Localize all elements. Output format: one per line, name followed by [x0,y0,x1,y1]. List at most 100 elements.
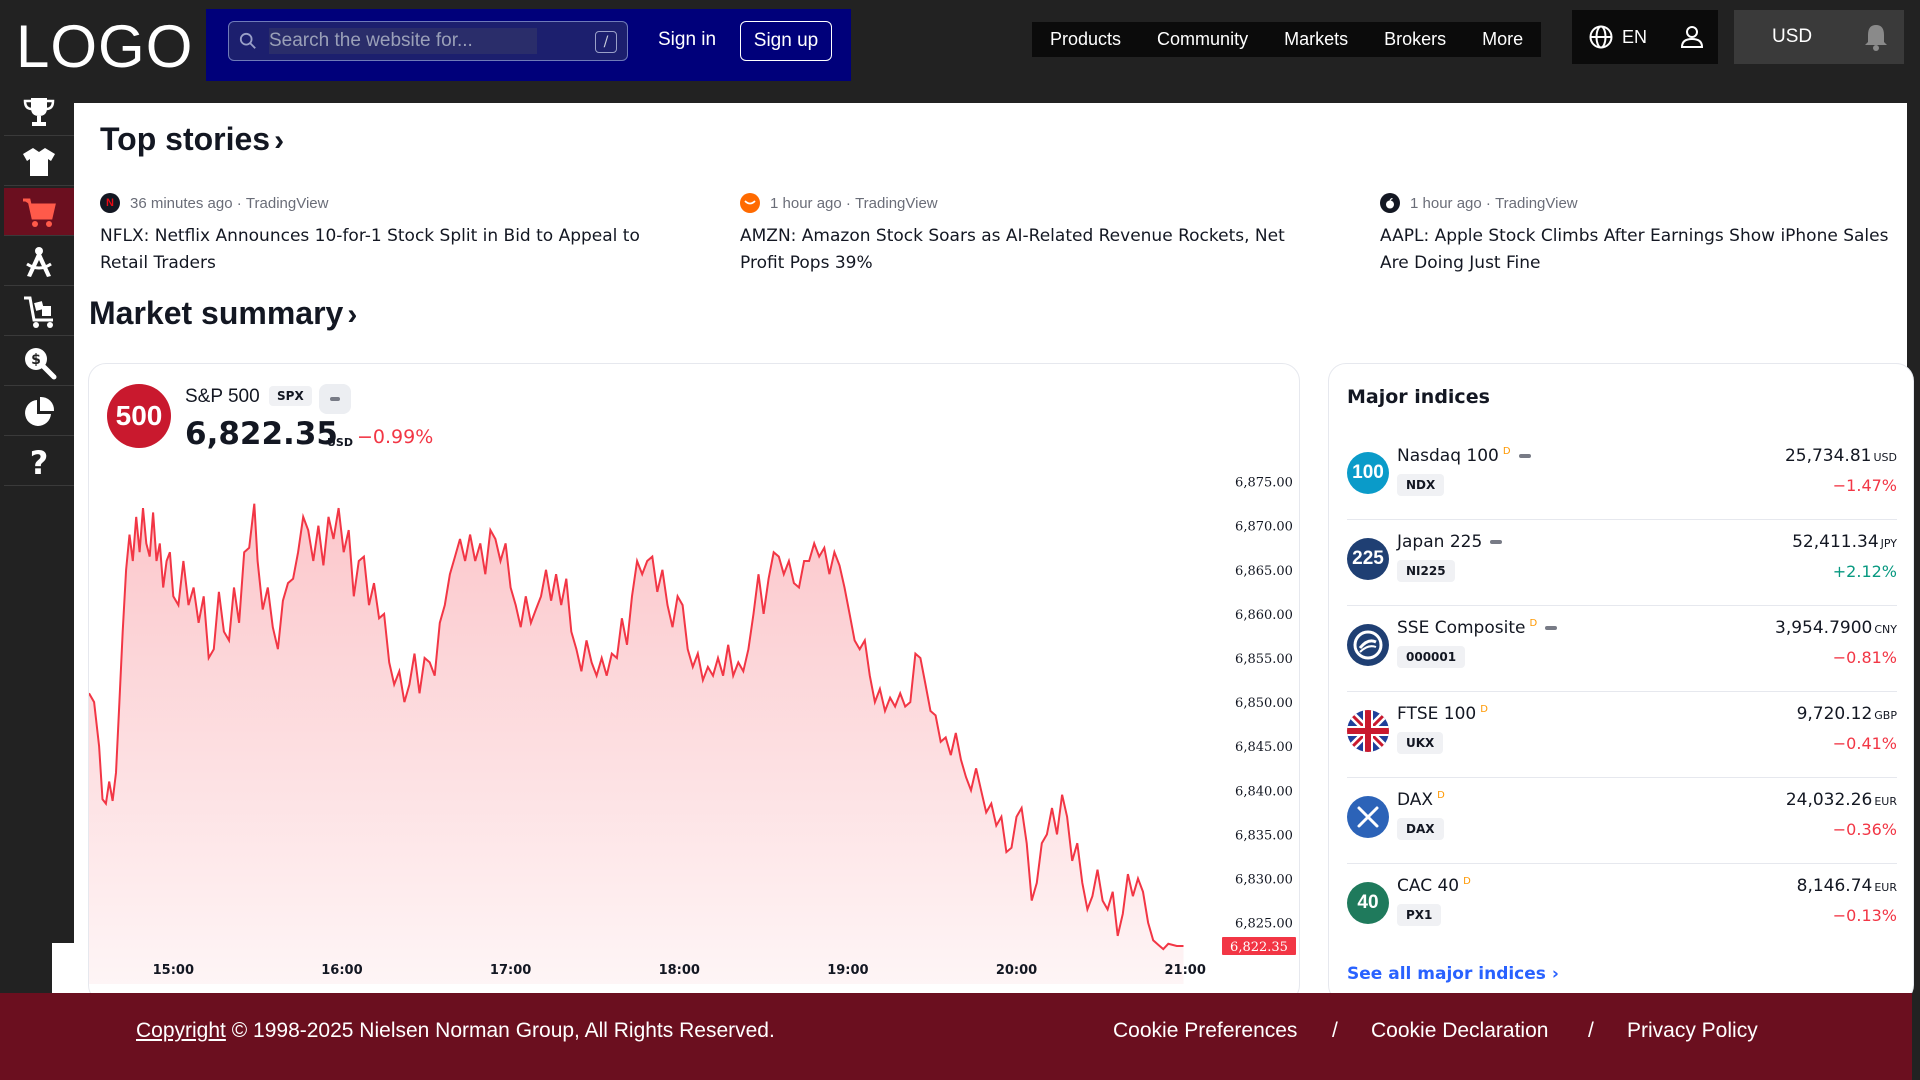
nav-markets[interactable]: Markets [1284,29,1349,49]
chevron-right-icon: › [347,298,358,331]
index-row-sse-composite[interactable]: SSE Composite D 000001 3,954.7900 CNY −0.8… [1347,606,1897,692]
x-tick-label: 20:00 [996,963,1037,978]
last-price-tag: 6,822.35 [1222,937,1296,955]
spx-area-chart[interactable]: 6,875.00 6,870.00 6,865.00 6,860.00 6,855.00… [89,464,1300,984]
story-card[interactable]: 1 hour ago · TradingView AAPL: Apple Sto… [1380,193,1900,277]
index-price-value: 3,954.7900 [1775,618,1873,638]
top-stories-heading[interactable]: Top stories › [100,121,284,158]
trolley-icon [24,296,53,328]
y-axis-labels: 6,875.00 6,870.00 6,865.00 6,860.00 6,855.00… [1235,476,1293,932]
site-logo[interactable]: LOGO [16,13,194,80]
language-selector[interactable]: EN [1572,10,1718,64]
nav-community[interactable]: Community [1157,29,1249,49]
footer-separator: / [1332,1019,1338,1042]
top-stories-title: Top stories [100,121,271,157]
sign-in-button[interactable]: Sign in [658,29,717,50]
see-all-label: See all major indices [1347,964,1546,984]
story-headline[interactable]: AAPL: Apple Stock Climbs After Earnings … [1380,226,1889,273]
main-content: Top stories › N 36 minutes ago · TradingV… [52,103,1914,1003]
index-row-cac-40[interactable]: 40 CAC 40 D PX1 8,146.74 EUR −0.13% [1347,864,1897,950]
y-tick-label: 6,875.00 [1235,476,1293,491]
spx-change: −0.99% [357,426,434,448]
index-name: Japan 225 [1397,532,1503,552]
y-tick-label: 6,850.00 [1235,696,1293,711]
index-change: −1.47% [1832,476,1897,495]
magnify-dollar-icon: $ [25,347,57,379]
spx-name[interactable]: S&P 500 [185,386,260,407]
story-meta: N 36 minutes ago · TradingView [100,193,660,213]
privacy-policy-link[interactable]: Privacy Policy [1627,1019,1758,1042]
copyright-link[interactable]: Copyright [136,1019,226,1042]
index-change: −0.36% [1832,820,1897,839]
cookie-declaration-link[interactable]: Cookie Declaration [1371,1019,1549,1042]
sse-logo-icon [1347,624,1389,666]
index-row-dax[interactable]: DAX D DAX 24,032.26 EUR −0.36% [1347,778,1897,864]
index-ticker: NDX [1397,474,1445,496]
sign-up-button[interactable]: Sign up [740,21,832,61]
delayed-marker: D [1480,704,1488,716]
market-summary-heading[interactable]: Market summary › [89,295,357,332]
index-change: −0.13% [1832,906,1897,925]
index-currency: USD [1873,451,1897,464]
search-input[interactable] [269,28,537,54]
sidebar-item-compass[interactable] [4,238,74,286]
spx-chart-card[interactable]: 500 S&P 500 SPX 6,822.35 USD −0.99% 6,87… [88,363,1300,1003]
market-summary-title: Market summary [89,295,344,331]
dax-logo-icon [1347,796,1389,838]
see-all-major-indices-link[interactable]: See all major indices › [1347,964,1559,984]
apple-logo-icon [1380,193,1400,213]
story-headline[interactable]: AMZN: Amazon Stock Soars as AI-Related R… [740,226,1285,273]
index-price: 3,954.7900 CNY [1775,618,1897,638]
index-name-text: SSE Composite [1397,618,1526,638]
index-price: 24,032.26 EUR [1786,790,1897,810]
index-price: 52,411.34 JPY [1792,532,1897,552]
chevron-right-icon: › [1551,964,1559,984]
index-ticker: PX1 [1397,904,1442,926]
index-name: SSE Composite D [1397,618,1558,638]
sidebar-item-cart[interactable] [4,188,74,236]
story-card[interactable]: N 36 minutes ago · TradingView NFLX: Net… [100,193,660,277]
major-indices-card: Major indices 100 Nasdaq 100 D NDX 25,734… [1328,363,1914,1003]
spx-price: 6,822.35 [185,416,338,452]
story-source: TradingView [855,194,938,212]
chevron-right-icon: › [274,124,285,157]
y-tick-label: 6,830.00 [1235,873,1293,888]
sidebar-item-trolley[interactable] [4,288,74,336]
spx-area-fill [89,503,1184,984]
sidebar-item-help[interactable]: ? [4,438,74,486]
index-row-japan-225[interactable]: 225 Japan 225 NI225 52,411.34 JPY +2.12% [1347,520,1897,606]
index-row-nasdaq-100[interactable]: 100 Nasdaq 100 D NDX 25,734.81 USD −1.47% [1347,434,1897,520]
x-axis-labels: 15:00 16:00 17:00 18:00 19:00 20:00 21:00 [153,963,1206,978]
search-box[interactable]: / [228,21,628,61]
sidebar-item-search-value[interactable]: $ [4,338,74,386]
story-meta: 1 hour ago · TradingView [1380,193,1900,213]
story-headline[interactable]: NFLX: Netflix Announces 10-for-1 Stock S… [100,226,640,273]
nav-more[interactable]: More [1482,29,1524,49]
index-currency: JPY [1880,537,1897,550]
index-name: Nasdaq 100 D [1397,446,1531,466]
search-icon [239,32,256,49]
y-tick-label: 6,855.00 [1235,652,1293,667]
delayed-marker: D [1529,618,1538,630]
user-icon[interactable] [1679,24,1705,50]
index-price-value: 8,146.74 [1796,876,1873,896]
story-card[interactable]: 1 hour ago · TradingView AMZN: Amazon St… [740,193,1300,277]
index-currency: CNY [1874,623,1897,636]
y-tick-label: 6,840.00 [1235,784,1293,799]
nav-products[interactable]: Products [1050,29,1122,49]
svg-text:?: ? [30,444,49,480]
sidebar-item-apparel[interactable] [4,138,74,186]
index-price-value: 9,720.12 [1796,704,1873,724]
cookie-preferences-link[interactable]: Cookie Preferences [1113,1019,1298,1042]
index-row-ftse-100[interactable]: FTSE 100 D UKX 9,720.12 GBP −0.41% [1347,692,1897,778]
bell-icon[interactable] [1862,22,1890,52]
index-name: DAX D [1397,790,1445,810]
nav-brokers[interactable]: Brokers [1384,29,1447,49]
sidebar-item-trophy[interactable] [4,88,74,136]
copyright-notice: Copyright © 1998-2025 Nielsen Norman Gro… [136,1019,775,1043]
currency-selector[interactable]: USD [1734,10,1904,64]
index-price-value: 24,032.26 [1785,790,1873,810]
major-indices-title: Major indices [1347,386,1490,408]
index-name-text: CAC 40 [1397,876,1460,896]
sidebar-item-analytics[interactable] [4,388,74,436]
